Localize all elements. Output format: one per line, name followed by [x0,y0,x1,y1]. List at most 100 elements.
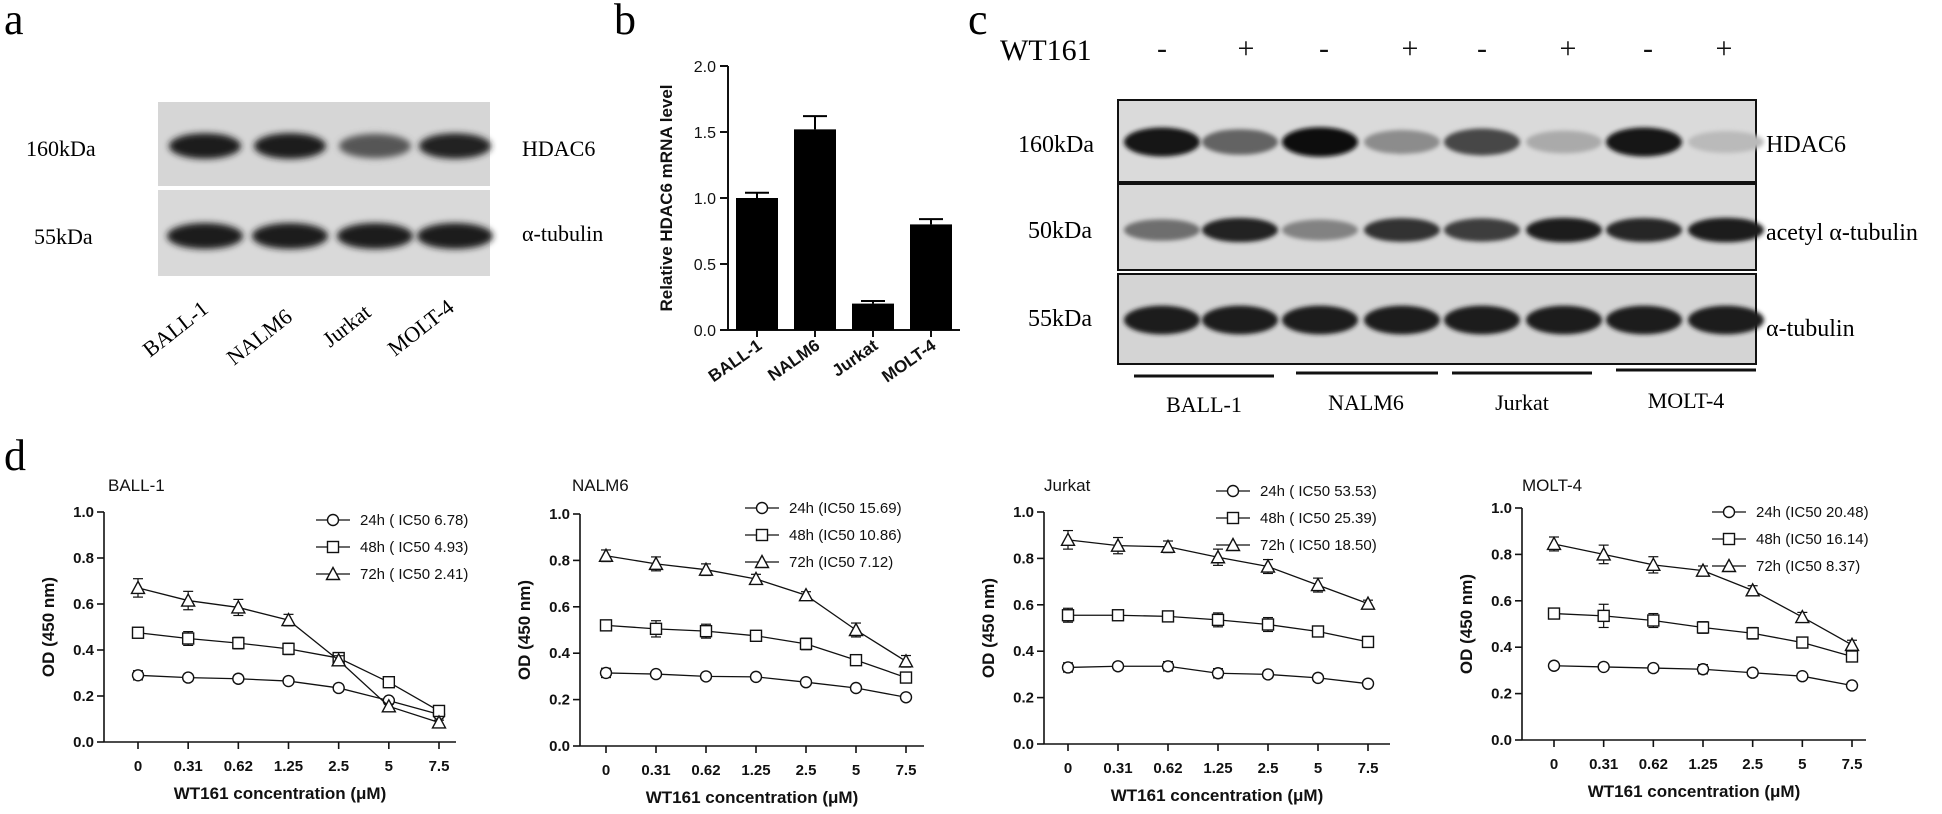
d-x-tick-label: 2.5 [328,758,349,775]
data-point-circle [1061,661,1075,674]
d-chart-title: NALM6 [572,476,629,495]
d-y-tick-label: 0.6 [1013,597,1034,614]
d-x-tick-label: 5 [852,762,860,779]
d-x-tick-label: 1.25 [741,762,770,779]
legend-label: 72h (IC50 8.37) [1756,558,1860,575]
data-point-circle [899,691,913,704]
legend-label: 48h (IC50 16.14) [1756,531,1869,548]
data-point-square [899,671,913,684]
data-point-triangle [1160,538,1176,553]
d-chart-title: Jurkat [1044,476,1091,495]
d-chart-title: BALL-1 [108,476,165,495]
data-point-circle [749,670,763,684]
band-c-hdac6-7 [1606,127,1682,157]
legend-label: 24h ( IC50 6.78) [360,512,468,529]
d-x-tick-label: 0.31 [1589,756,1618,773]
data-point-square [1061,609,1075,622]
b-y-tick-label: 2.0 [694,59,716,76]
band-c-tubulin-5 [1444,305,1520,335]
band-c-tubulin-8 [1688,305,1764,335]
d-y-tick-label: 0.4 [1013,643,1035,660]
data-point-square [181,632,195,645]
d-y-tick-label: 0.8 [1013,550,1034,567]
data-point-triangle [1210,549,1226,564]
band-c-hdac6-8 [1688,130,1764,154]
d-x-tick-label: 1.25 [1688,756,1717,773]
d-y-tick-label: 0.2 [73,688,94,705]
band-c-acetyl-tubulin-2 [1202,217,1278,243]
bar-chart-hdac6-mrna: 0.0 0.5 1.0 1.5 2.0 Relative HDAC6 mRNA level… [657,59,960,386]
legend-marker-square-icon [755,528,769,542]
data-point-triangle [1260,558,1276,573]
legend-marker-triangle-icon [325,566,341,581]
legend-marker-square-icon [1226,511,1240,525]
b-y-tick-label: 0.0 [694,323,716,340]
data-point-circle [1796,670,1809,683]
d-x-tick-label: 7.5 [429,758,450,775]
data-point-triangle [431,714,447,729]
b-x-tick-label: Jurkat [829,336,882,381]
data-point-triangle [1360,595,1376,610]
panel-label-a: a [4,0,24,44]
d-y-axis-label: OD (450 nm) [515,580,534,680]
treatment-sign-5: - [1477,32,1487,65]
b-y-axis-label: Relative HDAC6 mRNA level [657,84,676,311]
band-c-hdac6-1 [1124,127,1200,157]
band-a-tubulin-2 [252,223,328,249]
group-label-molt4: MOLT-4 [1648,388,1725,413]
d-x-tick-label: 0.31 [1103,760,1132,777]
panel-label-b: b [614,0,636,44]
band-c-acetyl-tubulin-7 [1606,217,1682,243]
data-point-square [1796,636,1809,649]
band-c-hdac6-2 [1202,129,1278,155]
data-point-circle [1361,677,1375,690]
band-c-tubulin-4 [1364,305,1440,335]
data-point-square [1746,627,1759,640]
data-point-square [1111,609,1125,622]
band-c-hdac6-4 [1364,130,1440,154]
data-point-triangle [1744,582,1761,597]
d-x-axis-label: WT161 concentration (μM) [174,784,387,803]
band-a-hdac6-2 [254,133,326,159]
d-y-tick-label: 0.2 [549,692,570,709]
treatment-sign-8: + [1716,32,1733,65]
lane-label-nalm6: NALM6 [222,304,297,370]
data-point-circle [232,672,245,685]
protein-label-alpha-tubulin: α-tubulin [522,221,603,246]
d-x-tick-label: 5 [1798,756,1806,773]
data-point-circle [131,669,145,682]
d-y-tick-label: 1.0 [1013,504,1034,521]
band-a-tubulin-1 [167,223,243,249]
legend-marker-circle-icon [1722,505,1736,519]
data-point-square [1311,625,1325,638]
data-point-circle [1261,668,1275,681]
d-x-tick-label: 0 [134,758,142,775]
d-x-tick-label: 0.62 [224,758,253,775]
d-x-tick-label: 7.5 [1358,760,1379,777]
band-c-acetyl-tubulin-6 [1526,217,1602,243]
data-point-triangle [848,622,864,637]
data-point-square [799,637,813,651]
legend-label: 72h ( IC50 2.41) [360,566,468,583]
treatment-sign-2: + [1238,32,1255,65]
panel-c: WT161 - + - + - + - + 160kDa 50kDa 55kDa HDAC6 … [1000,32,1918,417]
mw-label-c-50kda: 50kDa [1028,218,1092,244]
protein-label-hdac6: HDAC6 [522,136,595,161]
data-point-circle [1111,660,1125,673]
data-point-triangle [180,592,196,607]
legend-marker-triangle-icon [1225,537,1241,552]
band-a-hdac6-3 [339,133,411,159]
bar-nalm6 [794,129,836,330]
d-y-tick-label: 1.0 [1491,500,1512,517]
data-point-circle [181,671,195,684]
d-x-axis-label: WT161 concentration (μM) [1111,786,1324,805]
d-y-tick-label: 0.4 [73,642,95,659]
group-label-ball1: BALL-1 [1166,392,1242,417]
treatment-sign-1: - [1157,32,1167,65]
data-point-circle [1647,661,1660,675]
data-point-triangle [748,570,764,586]
b-y-tick-label: 1.0 [694,191,716,208]
band-a-hdac6-1 [169,133,241,159]
legend-label: 24h ( IC50 53.53) [1260,483,1377,500]
data-point-square [699,624,713,638]
